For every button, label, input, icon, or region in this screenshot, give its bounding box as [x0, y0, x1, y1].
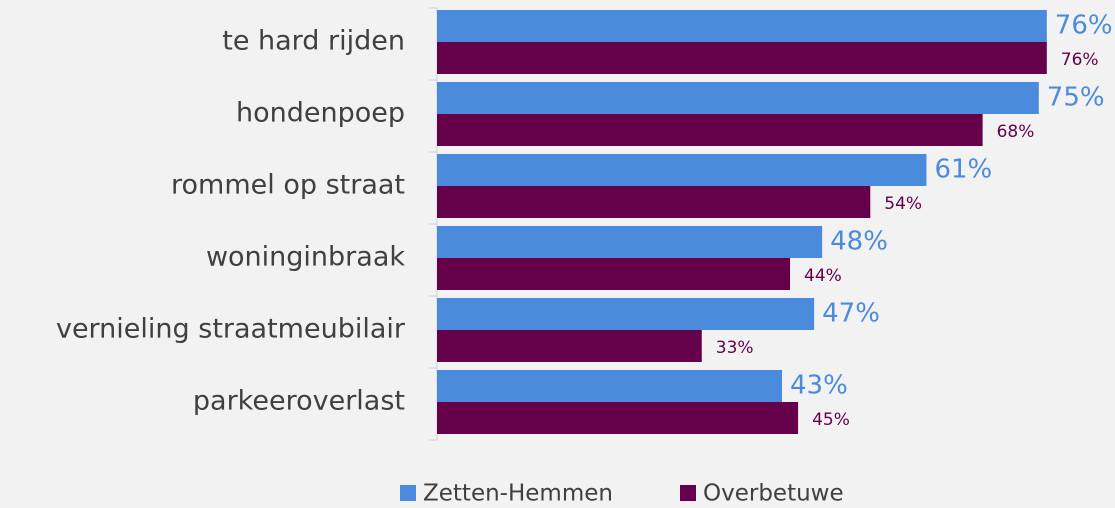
bar: [437, 10, 1047, 42]
bar: [437, 330, 702, 362]
legend-swatch: [400, 485, 416, 501]
legend-label: Overbetuwe: [703, 481, 844, 507]
value-label: 76%: [1055, 11, 1113, 41]
value-label: 76%: [1061, 50, 1099, 70]
category-label: vernieling straatmeubilair: [56, 314, 406, 345]
bar: [437, 402, 799, 434]
value-label: 68%: [997, 122, 1035, 142]
value-label: 45%: [812, 410, 850, 430]
value-label: 44%: [804, 266, 842, 286]
bar: [437, 186, 871, 218]
value-label: 33%: [716, 338, 754, 358]
value-label: 61%: [934, 155, 992, 185]
bar: [437, 154, 927, 186]
bar: [437, 226, 823, 258]
legend-label: Zetten-Hemmen: [423, 481, 613, 507]
bar: [437, 258, 791, 290]
value-label: 47%: [822, 299, 880, 329]
legend-swatch: [680, 485, 696, 501]
bar: [437, 114, 983, 146]
category-label: rommel op straat: [171, 170, 405, 201]
value-label: 43%: [790, 371, 848, 401]
bar: [437, 82, 1039, 114]
category-label: woninginbraak: [206, 242, 405, 273]
bar: [437, 42, 1047, 74]
category-label: te hard rijden: [222, 26, 405, 57]
bar: [437, 370, 783, 402]
bar: [437, 298, 815, 330]
category-label: hondenpoep: [236, 98, 405, 129]
value-label: 75%: [1047, 83, 1105, 113]
value-label: 48%: [830, 227, 888, 257]
category-label: parkeeroverlast: [193, 386, 405, 417]
value-label: 54%: [884, 194, 922, 214]
